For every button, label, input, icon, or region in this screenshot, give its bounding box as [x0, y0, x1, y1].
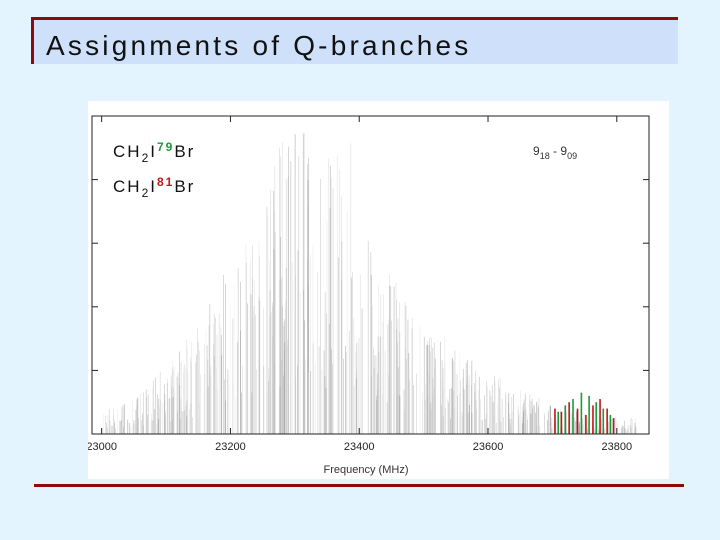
- legend-81-formula: CH: [113, 177, 142, 196]
- legend-81-isotope: 81: [157, 175, 174, 189]
- legend-81-halogen: I: [150, 177, 157, 196]
- plot-frame: [91, 115, 650, 435]
- x-tick-label: 23200: [215, 441, 246, 453]
- legend-79-sub: 2: [142, 151, 151, 165]
- title-bar: Assignments of Q-branches: [31, 17, 678, 64]
- legend: CH2I79Br CH2I81Br: [113, 140, 195, 200]
- legend-entry-81: CH2I81Br: [113, 175, 195, 200]
- x-tick-label: 23400: [344, 441, 375, 453]
- legend-81-tail: Br: [174, 177, 195, 196]
- unassigned-spectrum-lines: [102, 132, 637, 434]
- x-axis-label: Frequency (MHz): [324, 464, 409, 476]
- x-tick-label: 23800: [602, 441, 633, 453]
- axis-ticks: 23000 23200 23400 23600 23800: [88, 116, 649, 453]
- assigned-transitions: [554, 392, 615, 434]
- legend-79-formula: CH: [113, 142, 142, 161]
- footer-rule: [34, 484, 684, 487]
- legend-entry-79: CH2I79Br: [113, 140, 195, 165]
- legend-79-tail: Br: [174, 142, 195, 161]
- legend-79-halogen: I: [150, 142, 157, 161]
- legend-81-sub: 2: [142, 186, 151, 200]
- x-tick-label: 23600: [473, 441, 504, 453]
- transition-annotation: 918 - 909: [533, 144, 577, 161]
- spectrum-figure: 23000 23200 23400 23600 23800 CH2I79Br CH2I8…: [88, 101, 669, 479]
- slide-title: Assignments of Q-branches: [46, 30, 472, 61]
- spectrum-chart: 23000 23200 23400 23600 23800 CH2I79Br CH2I8…: [88, 115, 650, 476]
- legend-79-isotope: 79: [157, 140, 174, 154]
- x-tick-label: 23000: [88, 441, 117, 453]
